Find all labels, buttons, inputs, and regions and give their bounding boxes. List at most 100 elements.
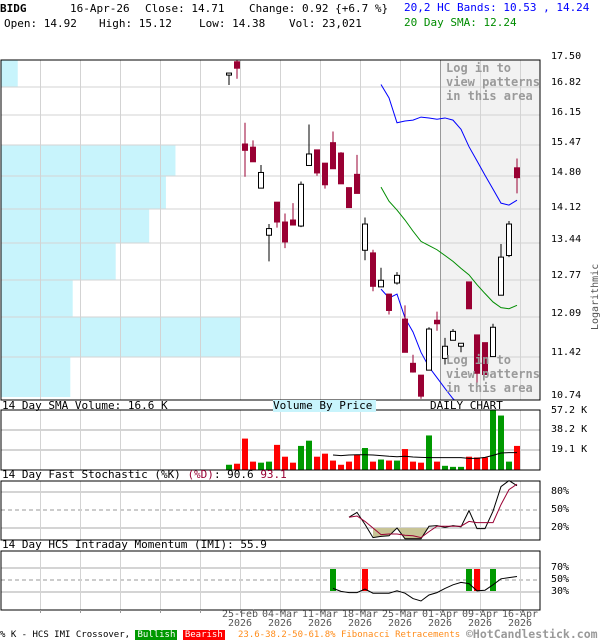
date-axis-year: 2026 xyxy=(307,618,333,629)
volume-bar xyxy=(466,456,472,470)
stochastic-k-value: : 90.6 xyxy=(213,468,254,481)
date-axis-label: 01-Apr xyxy=(421,609,459,620)
daily-chart-label: DAILY CHART xyxy=(430,399,503,412)
volume-by-price-bar xyxy=(1,145,176,176)
volume-bar xyxy=(354,454,360,470)
volume-bar xyxy=(410,461,416,470)
price-axis-label: 15.47 xyxy=(551,137,582,148)
volume-bar xyxy=(514,445,520,470)
imi-title: 14 Day HCS Intraday Momentum (IMI): 55.9 xyxy=(2,538,267,551)
candle-down xyxy=(482,342,488,376)
fibonacci-legend: 23.6-38.2-50-61.8% Fibonacci Retracement… xyxy=(238,630,461,640)
volume-sma-line xyxy=(332,452,517,459)
candle-down xyxy=(290,219,296,226)
pattern-login-notice-bottom[interactable]: Log in to view patterns in this area xyxy=(446,353,540,395)
stochastic-d-line xyxy=(348,483,518,539)
candle-down xyxy=(282,221,288,243)
stochastic-panel-border xyxy=(0,480,541,541)
candle-down xyxy=(242,143,248,151)
volume-by-price-bar xyxy=(1,209,150,243)
candle-up xyxy=(426,328,432,371)
candle-down xyxy=(514,167,520,179)
close-price: Close: 14.71 xyxy=(145,2,225,15)
price-axis-label: 11.42 xyxy=(551,347,582,358)
price-axis-label: 16.82 xyxy=(551,77,582,88)
volume-bar xyxy=(458,466,464,470)
imi-line xyxy=(332,575,518,602)
volume-value: Vol: 23,021 xyxy=(289,17,362,30)
candle-down xyxy=(402,318,408,353)
candle-down xyxy=(250,146,256,163)
volume-bar xyxy=(298,445,304,470)
candle-down xyxy=(466,281,472,310)
sma-value: 20 Day SMA: 12.24 xyxy=(404,16,517,29)
low-price: Low: 14.38 xyxy=(199,17,266,30)
imi-axis-label: 50% xyxy=(551,574,570,585)
candle-down xyxy=(418,374,424,397)
volume-by-price-bar xyxy=(1,60,18,87)
volume-bar xyxy=(506,461,512,470)
volume-bar xyxy=(234,463,240,470)
imi-crossover-bullish xyxy=(330,569,336,591)
volume-bar xyxy=(434,461,440,470)
price-axis-label: 13.44 xyxy=(551,234,582,245)
pattern-login-notice-top[interactable]: Log in to view patterns in this area xyxy=(446,61,540,103)
chart-legend: % K - HCS IMI Crossover, Bullish Bearish xyxy=(0,630,225,640)
date-axis-label: 25-Feb xyxy=(221,609,259,620)
volume-bar xyxy=(338,464,344,470)
volume-by-price-bar xyxy=(1,280,73,317)
date-axis-year: 2026 xyxy=(347,618,373,629)
volume-bar xyxy=(426,435,432,470)
candle-up xyxy=(306,153,312,166)
candle-down xyxy=(346,187,352,209)
price-axis-label: 12.09 xyxy=(551,308,582,319)
candle-up xyxy=(458,342,464,347)
candle-down xyxy=(322,162,328,186)
candle-up xyxy=(442,345,448,359)
date-axis-label: 04-Mar xyxy=(261,609,299,620)
volume-panel-border xyxy=(0,409,541,471)
candle-down xyxy=(274,201,280,223)
candle-down xyxy=(354,173,360,194)
copyright-link[interactable]: ©HotCandlestick.com xyxy=(466,627,598,641)
date-axis-year: 2026 xyxy=(387,618,413,629)
volume-bar xyxy=(330,460,336,470)
volume-bar xyxy=(402,449,408,470)
candle-up xyxy=(378,279,384,288)
candle-up xyxy=(266,228,272,236)
volume-bar xyxy=(482,457,488,470)
imi-crossover-bearish xyxy=(474,569,480,591)
candle-up xyxy=(506,223,512,257)
volume-bar xyxy=(322,453,328,470)
ticker-symbol: BIDG xyxy=(0,2,27,15)
imi-crossover-bullish xyxy=(466,569,472,591)
volume-by-price-bar xyxy=(1,243,116,280)
candle-up xyxy=(226,72,232,76)
candle-up xyxy=(394,274,400,284)
candle-down xyxy=(410,362,416,373)
price-change: Change: 0.92 {+6.7 %} xyxy=(249,2,389,15)
volume-by-price-bar xyxy=(1,176,166,209)
upper-band-line xyxy=(380,84,518,206)
date-axis-year: 2026 xyxy=(427,618,453,629)
volume-axis-label: 19.1 K xyxy=(551,444,588,455)
volume-bar xyxy=(258,462,264,470)
open-price: Open: 14.92 xyxy=(4,17,77,30)
date-axis-label: 16-Apr xyxy=(501,609,539,620)
volume-axis-label: 57.2 K xyxy=(551,405,588,416)
volume-bar xyxy=(474,457,480,470)
stochastic-k-line xyxy=(348,479,518,540)
lower-band-line xyxy=(380,288,456,400)
volume-bar xyxy=(370,461,376,470)
volume-bar xyxy=(242,438,248,470)
candle-up xyxy=(362,223,368,251)
price-axis-label: 16.15 xyxy=(551,107,582,118)
candle-up xyxy=(498,256,504,296)
volume-bar xyxy=(378,459,384,470)
stochastic-k-label: 14 Day Fast Stochastic (%K) xyxy=(2,468,181,481)
stochastic-axis-label: 80% xyxy=(551,486,570,497)
bullish-badge: Bullish xyxy=(135,630,178,640)
volume-sma-title: 14 Day SMA Volume: 16.6 K xyxy=(2,399,168,412)
volume-bar xyxy=(450,466,456,470)
